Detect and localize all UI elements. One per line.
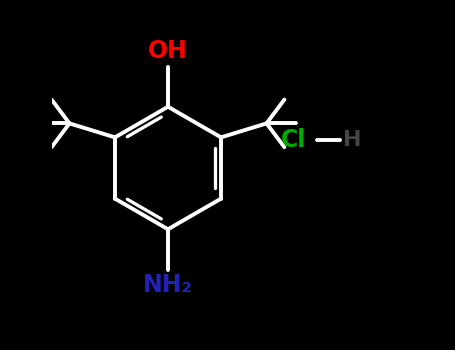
Text: OH: OH (148, 39, 188, 63)
Text: Cl: Cl (281, 128, 306, 152)
Text: H: H (343, 130, 362, 150)
Text: NH₂: NH₂ (143, 273, 193, 297)
